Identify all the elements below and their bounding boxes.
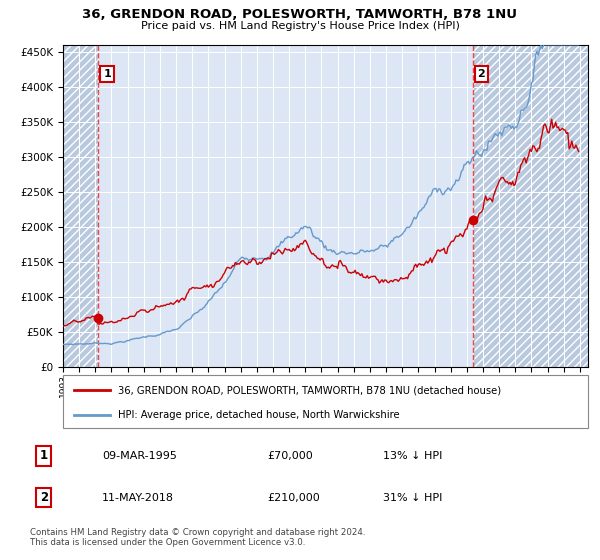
Text: 09-MAR-1995: 09-MAR-1995 — [102, 451, 176, 461]
Bar — [63, 45, 98, 367]
Text: 1: 1 — [103, 69, 111, 79]
FancyBboxPatch shape — [63, 375, 588, 428]
Text: 2: 2 — [40, 491, 48, 504]
Text: Contains HM Land Registry data © Crown copyright and database right 2024.
This d: Contains HM Land Registry data © Crown c… — [30, 528, 365, 547]
Text: 13% ↓ HPI: 13% ↓ HPI — [383, 451, 443, 461]
Text: 31% ↓ HPI: 31% ↓ HPI — [383, 493, 443, 502]
Text: £70,000: £70,000 — [268, 451, 313, 461]
Text: 2: 2 — [478, 69, 485, 79]
Bar — [473, 45, 588, 367]
Text: £210,000: £210,000 — [268, 493, 320, 502]
Bar — [473, 45, 588, 367]
Text: Price paid vs. HM Land Registry's House Price Index (HPI): Price paid vs. HM Land Registry's House … — [140, 21, 460, 31]
Text: HPI: Average price, detached house, North Warwickshire: HPI: Average price, detached house, Nort… — [118, 410, 400, 420]
Text: 36, GRENDON ROAD, POLESWORTH, TAMWORTH, B78 1NU (detached house): 36, GRENDON ROAD, POLESWORTH, TAMWORTH, … — [118, 385, 501, 395]
Text: 36, GRENDON ROAD, POLESWORTH, TAMWORTH, B78 1NU: 36, GRENDON ROAD, POLESWORTH, TAMWORTH, … — [83, 8, 517, 21]
Text: 1: 1 — [40, 449, 48, 463]
Bar — [63, 45, 98, 367]
Text: 11-MAY-2018: 11-MAY-2018 — [102, 493, 174, 502]
